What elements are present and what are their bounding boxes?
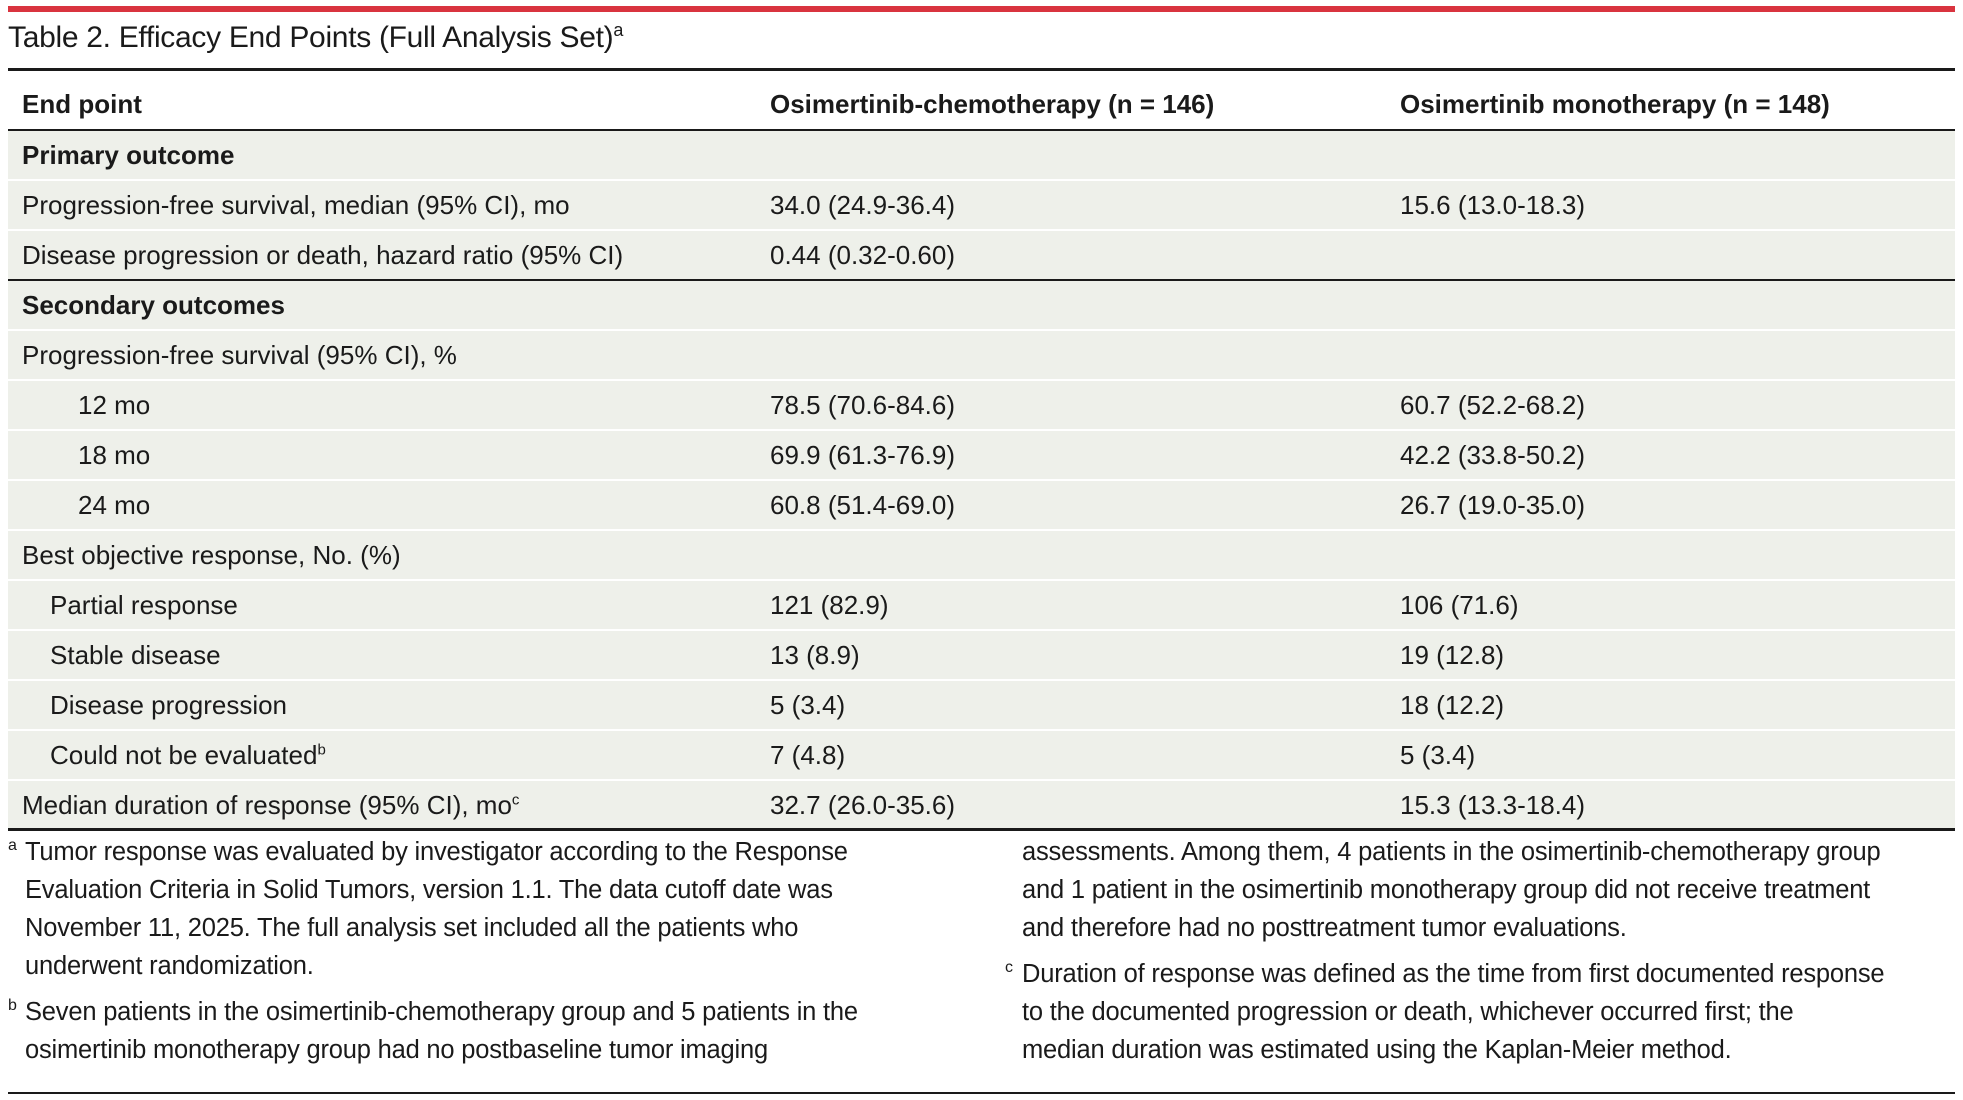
footnote-b: b Seven patients in the osimertinib-chem… (8, 993, 1005, 1069)
header-top-rule (8, 68, 1955, 71)
cell-combo: 32.7 (26.0-35.6) (756, 779, 1386, 830)
footnote-a-mark: a (8, 837, 17, 854)
page-bottom-rule (8, 1092, 1955, 1094)
cell-mono: 60.7 (52.2-68.2) (1386, 379, 1955, 430)
cell-mono (1386, 279, 1955, 330)
table-row: Stable disease 13 (8.9) 19 (12.8) (8, 629, 1955, 680)
footnote-b-line: assessments. Among them, 4 patients in t… (1022, 838, 1881, 866)
table-row: 12 mo 78.5 (70.6-84.6) 60.7 (52.2-68.2) (8, 379, 1955, 430)
cell-mono (1386, 329, 1955, 380)
cell-combo: 69.9 (61.3-76.9) (756, 429, 1386, 480)
cell-mono: 5 (3.4) (1386, 729, 1955, 780)
table-title: Table 2. Efficacy End Points (Full Analy… (8, 20, 623, 55)
row-label-text: Median duration of response (95% CI), mo (22, 790, 512, 820)
footnote-mark: c (511, 791, 520, 809)
cell-combo: 7 (4.8) (756, 729, 1386, 780)
cell-combo: 34.0 (24.9-36.4) (756, 179, 1386, 230)
table-row: Progression-free survival (95% CI), % (8, 329, 1955, 380)
row-label: Median duration of response (95% CI), mo… (8, 779, 756, 830)
cell-combo: 121 (82.9) (756, 579, 1386, 630)
table-row: Could not be evaluatedb 7 (4.8) 5 (3.4) (8, 729, 1955, 780)
cell-mono (1386, 229, 1955, 280)
header-combo: Osimertinib-chemotherapy (n = 146) (756, 80, 1386, 130)
footnote-b-line: and therefore had no posttreatment tumor… (1022, 914, 1627, 942)
footnote-b-mark: b (8, 997, 17, 1014)
footnote-c-mark: c (1005, 959, 1013, 976)
footnote-b-continued: assessments. Among them, 4 patients in t… (1022, 833, 1957, 947)
cell-mono (1386, 129, 1955, 180)
footnote-b-line: osimertinib monotherapy group had no pos… (25, 1036, 768, 1064)
table-row: Disease progression 5 (3.4) 18 (12.2) (8, 679, 1955, 730)
cell-mono: 106 (71.6) (1386, 579, 1955, 630)
cell-combo: 5 (3.4) (756, 679, 1386, 730)
header-end-point: End point (8, 80, 756, 130)
table-row: Primary outcome (8, 129, 1955, 180)
row-label: Stable disease (8, 629, 756, 680)
cell-combo (756, 279, 1386, 330)
table-row: Best objective response, No. (%) (8, 529, 1955, 580)
row-label: Progression-free survival (95% CI), % (8, 329, 756, 380)
efficacy-table: End point Osimertinib-chemotherapy (n = … (8, 80, 1955, 830)
footnote-c-line: to the documented progression or death, … (1022, 998, 1794, 1026)
footnote-a: a Tumor response was evaluated by invest… (8, 833, 1005, 985)
table-row: Progression-free survival, median (95% C… (8, 179, 1955, 230)
footnote-mark: b (317, 740, 326, 758)
table-header-row: End point Osimertinib-chemotherapy (n = … (8, 80, 1955, 130)
row-label: 24 mo (8, 479, 756, 530)
row-label: Could not be evaluatedb (8, 729, 756, 780)
footnote-a-line: underwent randomization. (25, 952, 314, 980)
cell-mono: 19 (12.8) (1386, 629, 1955, 680)
row-label: Best objective response, No. (%) (8, 529, 756, 580)
cell-combo (756, 529, 1386, 580)
top-accent-bar (8, 6, 1955, 12)
cell-combo: 13 (8.9) (756, 629, 1386, 680)
footnote-a-line: Evaluation Criteria in Solid Tumors, ver… (25, 876, 833, 904)
cell-combo (756, 129, 1386, 180)
footnote-a-line: November 11, 2025. The full analysis set… (25, 914, 799, 942)
footnote-c-line: Duration of response was defined as the … (1022, 960, 1885, 988)
cell-combo: 0.44 (0.32-0.60) (756, 229, 1386, 280)
row-label-text: Could not be evaluated (50, 739, 318, 770)
row-label: 12 mo (8, 379, 756, 430)
table-row: Secondary outcomes (8, 279, 1955, 330)
row-label: Disease progression or death, hazard rat… (8, 229, 756, 280)
cell-combo: 60.8 (51.4-69.0) (756, 479, 1386, 530)
row-label: Progression-free survival, median (95% C… (8, 179, 756, 230)
cell-mono: 15.3 (13.3-18.4) (1386, 779, 1955, 830)
footnote-a-line: Tumor response was evaluated by investig… (25, 838, 848, 866)
footnote-c-line: median duration was estimated using the … (1022, 1036, 1732, 1064)
cell-mono (1386, 529, 1955, 580)
cell-combo: 78.5 (70.6-84.6) (756, 379, 1386, 430)
table-row: Partial response 121 (82.9) 106 (71.6) (8, 579, 1955, 630)
cell-mono: 18 (12.2) (1386, 679, 1955, 730)
row-label: Disease progression (8, 679, 756, 730)
footnote-b-line: Seven patients in the osimertinib-chemot… (25, 998, 858, 1026)
table-row: 18 mo 69.9 (61.3-76.9) 42.2 (33.8-50.2) (8, 429, 1955, 480)
section-label: Secondary outcomes (8, 279, 756, 330)
section-label: Primary outcome (8, 129, 756, 180)
header-mono: Osimertinib monotherapy (n = 148) (1386, 80, 1955, 130)
footnote-c: c Duration of response was defined as th… (1005, 955, 1957, 1069)
cell-combo (756, 329, 1386, 380)
cell-mono: 15.6 (13.0-18.3) (1386, 179, 1955, 230)
row-label: Partial response (8, 579, 756, 630)
table-row: Median duration of response (95% CI), mo… (8, 779, 1955, 830)
table-row: Disease progression or death, hazard rat… (8, 229, 1955, 280)
table-title-text: Table 2. Efficacy End Points (Full Analy… (8, 21, 614, 54)
cell-mono: 42.2 (33.8-50.2) (1386, 429, 1955, 480)
title-footnote-mark: a (613, 20, 624, 40)
footnote-b-line: and 1 patient in the osimertinib monothe… (1022, 876, 1871, 904)
table-row: 24 mo 60.8 (51.4-69.0) 26.7 (19.0-35.0) (8, 479, 1955, 530)
table-bottom-rule (8, 828, 1955, 831)
row-label: 18 mo (8, 429, 756, 480)
cell-mono: 26.7 (19.0-35.0) (1386, 479, 1955, 530)
